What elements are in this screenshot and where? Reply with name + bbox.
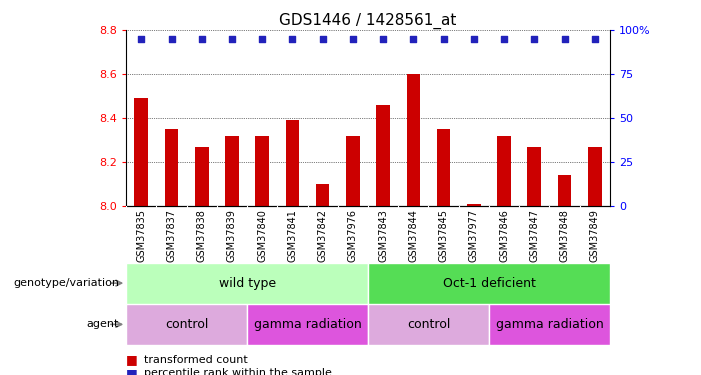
- Text: Oct-1 deficient: Oct-1 deficient: [442, 277, 536, 290]
- Text: GSM37843: GSM37843: [378, 209, 388, 262]
- Point: [166, 36, 177, 42]
- Point: [498, 36, 510, 42]
- Bar: [527, 147, 541, 206]
- Point: [589, 36, 600, 42]
- Bar: [126, 304, 247, 345]
- Text: ■: ■: [126, 354, 138, 366]
- Text: transformed count: transformed count: [144, 355, 247, 365]
- Point: [287, 36, 298, 42]
- Text: ■: ■: [126, 367, 138, 375]
- Bar: [437, 129, 451, 206]
- Text: GSM37846: GSM37846: [499, 209, 509, 262]
- Text: wild type: wild type: [219, 277, 275, 290]
- Text: GSM37849: GSM37849: [590, 209, 600, 262]
- Point: [347, 36, 358, 42]
- Text: GSM37840: GSM37840: [257, 209, 267, 262]
- Bar: [225, 136, 239, 206]
- Bar: [588, 147, 601, 206]
- Bar: [467, 204, 481, 206]
- Bar: [368, 304, 489, 345]
- Text: GSM37835: GSM37835: [136, 209, 147, 262]
- Point: [378, 36, 389, 42]
- Text: GSM37839: GSM37839: [227, 209, 237, 262]
- Point: [529, 36, 540, 42]
- Point: [257, 36, 268, 42]
- Bar: [195, 147, 209, 206]
- Point: [438, 36, 449, 42]
- Text: GSM37847: GSM37847: [529, 209, 539, 262]
- Title: GDS1446 / 1428561_at: GDS1446 / 1428561_at: [279, 12, 457, 28]
- Text: GSM37976: GSM37976: [348, 209, 358, 262]
- Text: percentile rank within the sample: percentile rank within the sample: [144, 368, 332, 375]
- Text: gamma radiation: gamma radiation: [254, 318, 362, 331]
- Text: genotype/variation: genotype/variation: [13, 278, 119, 288]
- Point: [196, 36, 207, 42]
- Point: [559, 36, 570, 42]
- Text: GSM37842: GSM37842: [318, 209, 327, 262]
- Bar: [489, 304, 610, 345]
- Point: [468, 36, 479, 42]
- Bar: [316, 184, 329, 206]
- Text: control: control: [165, 318, 208, 331]
- Point: [226, 36, 238, 42]
- Point: [408, 36, 419, 42]
- Text: gamma radiation: gamma radiation: [496, 318, 604, 331]
- Text: GSM37844: GSM37844: [409, 209, 418, 262]
- Bar: [247, 304, 368, 345]
- Text: GSM37837: GSM37837: [167, 209, 177, 262]
- Text: control: control: [407, 318, 450, 331]
- Text: GSM37838: GSM37838: [197, 209, 207, 262]
- Bar: [255, 136, 269, 206]
- Text: GSM37977: GSM37977: [469, 209, 479, 262]
- Bar: [165, 129, 178, 206]
- Text: GSM37848: GSM37848: [559, 209, 569, 262]
- Text: agent: agent: [87, 320, 119, 329]
- Bar: [376, 105, 390, 206]
- Point: [317, 36, 328, 42]
- Bar: [126, 262, 368, 304]
- Text: GSM37841: GSM37841: [287, 209, 297, 262]
- Bar: [285, 120, 299, 206]
- Text: GSM37845: GSM37845: [439, 209, 449, 262]
- Bar: [558, 176, 571, 206]
- Bar: [346, 136, 360, 206]
- Bar: [135, 98, 148, 206]
- Bar: [368, 262, 610, 304]
- Bar: [407, 74, 420, 206]
- Bar: [497, 136, 511, 206]
- Point: [136, 36, 147, 42]
